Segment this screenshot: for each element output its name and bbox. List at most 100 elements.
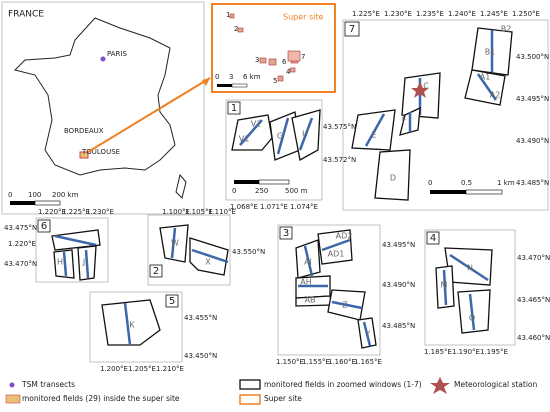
lat-label: 43.550°N	[232, 248, 265, 256]
lon-label: 1.230°E	[86, 208, 114, 216]
panel-5: 5 K 43.455°N 43.450°N 1.200°E 1.205°E 1.…	[89, 291, 217, 373]
shape	[317, 229, 353, 265]
field-label: AB	[305, 296, 316, 305]
legend-label: monitored fields in zoomed windows (1-7)	[264, 380, 422, 389]
shape	[457, 289, 491, 334]
lon-label: 1.225°E	[352, 10, 380, 18]
field-label: C	[423, 82, 429, 91]
lon-label: 1.071°E	[260, 203, 288, 211]
lat-label: 43.575°N	[323, 123, 356, 131]
shape	[289, 67, 296, 73]
panel-7: 7 B2 B1 A1 A2 C E F D 1.225°E 1.230°E 1.23…	[342, 10, 549, 211]
site-number: 5	[273, 77, 277, 85]
shape	[5, 394, 21, 404]
scale-bar	[217, 84, 232, 87]
shape	[321, 238, 351, 252]
site-number: 2	[234, 25, 238, 33]
field-label: Z	[342, 301, 348, 310]
field-label: A2	[490, 91, 501, 100]
shape	[351, 109, 396, 151]
shape	[331, 300, 363, 310]
panel-number: 7	[349, 24, 355, 35]
panel-number: 6	[41, 221, 47, 232]
shape	[298, 117, 314, 151]
lon-label: 1.190°E	[452, 348, 480, 356]
lat-label: 43.490°N	[516, 137, 549, 145]
shape	[229, 13, 301, 82]
france-panel: FRANCE PARIS BORDEAUX TOULOUSE 0 100 200…	[1, 1, 211, 215]
super-site-marker	[79, 151, 89, 159]
shape	[170, 227, 177, 259]
panel-number: 3	[283, 228, 289, 239]
field-label: B1	[485, 48, 496, 57]
field-label: F	[402, 116, 407, 125]
city: PARIS	[107, 50, 127, 58]
lon-label: 1.245°E	[480, 10, 508, 18]
shape: 1.225°E 1.230°E 1.235°E 1.240°E 1.245°E 1.250…	[352, 10, 540, 18]
site-number: 4	[286, 68, 291, 76]
shape	[239, 394, 261, 405]
arrow-head	[202, 78, 210, 86]
shape	[237, 27, 244, 33]
lon-label: 1.155°E	[302, 358, 330, 366]
shape	[303, 245, 314, 277]
shape	[165, 294, 179, 308]
site-number: 1	[226, 11, 230, 19]
lat-label: 43.475°N	[4, 224, 37, 232]
lon-label: 1.165°E	[354, 358, 382, 366]
city: TOULOUSE	[81, 148, 120, 156]
field-label: G	[277, 132, 283, 141]
site-number: 7	[301, 53, 305, 61]
lon-label: 1.074°E	[290, 203, 318, 211]
shape	[229, 13, 235, 19]
panel-number: 1	[231, 103, 237, 114]
shape	[276, 117, 290, 155]
lat-label: 43.490°N	[382, 281, 415, 289]
lat-label: 43.470°N	[517, 254, 550, 262]
scale-label: 0	[8, 191, 12, 199]
shape	[374, 149, 411, 201]
scale-label: 250	[255, 187, 268, 195]
panel-3: 3 AD2 AD1 AI AH AB Z Y 43.495°N 43.490°N…	[276, 224, 415, 366]
legend-label: Meteorological station	[454, 380, 537, 389]
lon-label: 1.110°E	[208, 208, 236, 216]
field-label: AD2	[336, 232, 353, 241]
scale-bar	[234, 180, 259, 184]
shape	[54, 234, 97, 247]
lon-label: 1.210°E	[156, 365, 184, 373]
lon-label: 1.185°E	[424, 348, 452, 356]
field-label: E	[371, 131, 376, 140]
shape	[239, 379, 261, 390]
lat-label: 43.500°N	[516, 53, 549, 61]
shape	[191, 248, 229, 264]
shape	[344, 21, 360, 37]
corsica	[175, 173, 187, 199]
shape	[426, 231, 440, 245]
legend-label: Super site	[264, 394, 302, 403]
lon-label: 1.150°E	[276, 358, 304, 366]
shape	[101, 299, 161, 346]
field-label: V2	[251, 120, 262, 129]
shape	[279, 226, 293, 240]
panel-number: 2	[153, 266, 159, 277]
lon-label: 1.200°E	[100, 365, 128, 373]
lat-label: 43.485°N	[382, 322, 415, 330]
lon-label: 1.160°E	[328, 358, 356, 366]
field-label: K	[129, 321, 135, 330]
site-number: 6	[282, 58, 287, 66]
scale-label: 500 m	[285, 187, 308, 195]
shape	[430, 377, 450, 394]
lat-label: 43.495°N	[382, 241, 415, 249]
lon-label: 1.100°E	[162, 208, 190, 216]
field-label: H	[57, 258, 63, 267]
lon-label: 1.250°E	[512, 10, 540, 18]
lon-label: 1.105°E	[185, 208, 213, 216]
scale-label: 0	[215, 73, 219, 81]
lon-label: 1.230°E	[384, 10, 412, 18]
shape	[287, 50, 301, 62]
lat-label: 43.460°N	[517, 334, 550, 342]
lon-label: 1.195°E	[480, 348, 508, 356]
scale-bar	[231, 83, 248, 88]
city: BORDEAUX	[64, 127, 104, 135]
